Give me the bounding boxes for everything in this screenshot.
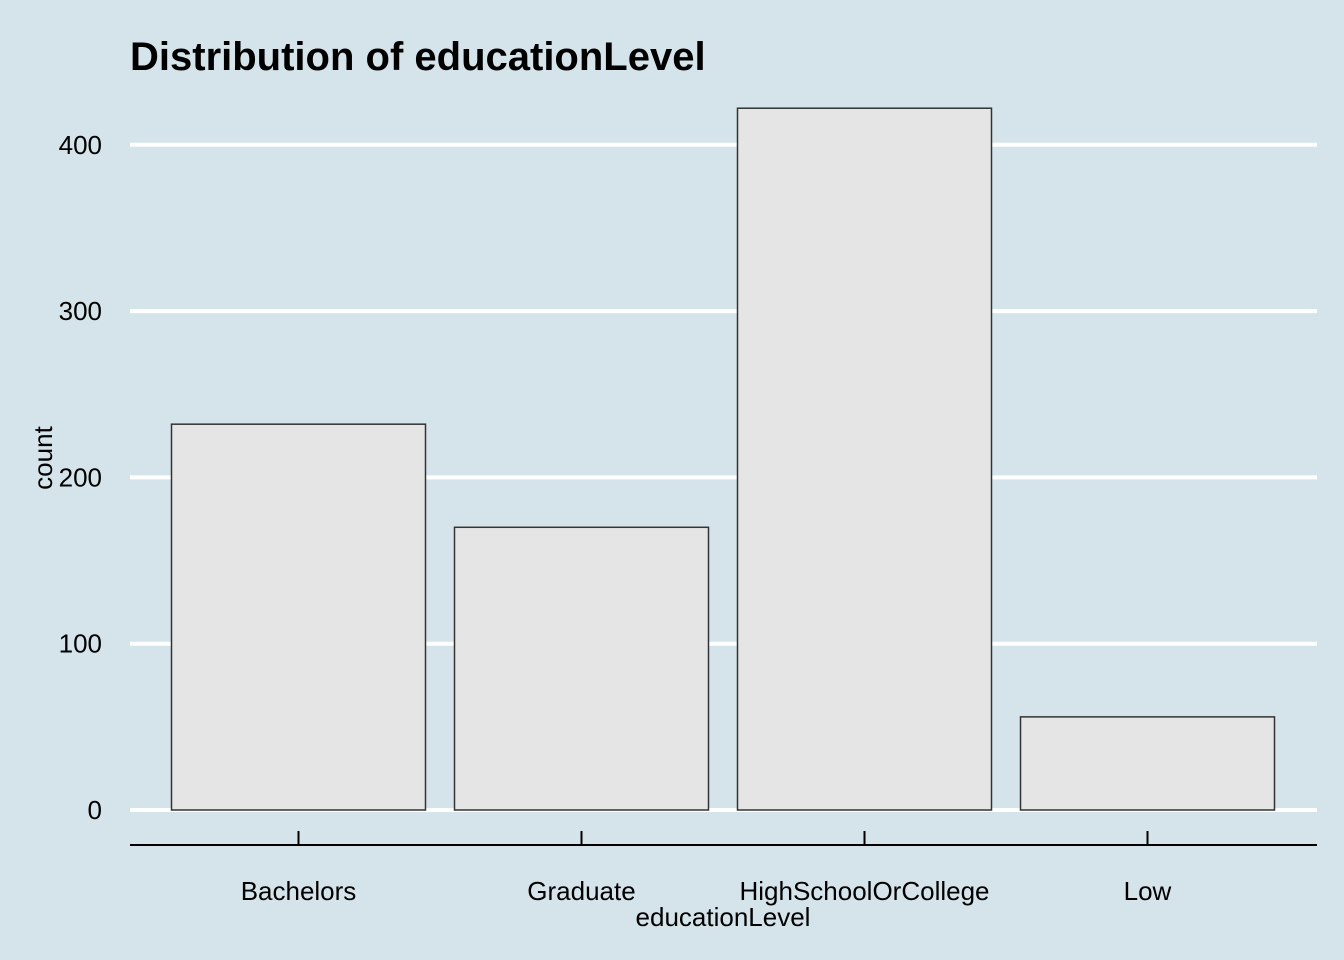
x-ticks — [297, 831, 1149, 845]
bar-low — [1019, 716, 1276, 811]
y-tick-label: 300 — [59, 296, 102, 326]
bar-highschoolorcollege — [736, 107, 993, 811]
x-tick-label: HighSchoolOrCollege — [739, 876, 989, 906]
y-tick-label: 200 — [59, 462, 102, 492]
bar-bachelors — [170, 423, 427, 811]
y-tick-label: 400 — [59, 130, 102, 160]
bars — [170, 107, 1276, 811]
x-tick-label: Bachelors — [241, 876, 357, 906]
x-axis-title: educationLevel — [636, 902, 811, 932]
x-tick-label: Graduate — [527, 876, 635, 906]
x-tick-label: Low — [1124, 876, 1172, 906]
chart-title: Distribution of educationLevel — [130, 35, 706, 79]
y-axis-title: count — [28, 425, 58, 489]
x-tick-labels: Bachelors Graduate HighSchoolOrCollege Low — [241, 876, 1172, 906]
y-tick-labels: 0 100 200 300 400 — [59, 130, 102, 825]
bar-graduate — [453, 526, 710, 811]
y-tick-label: 100 — [59, 629, 102, 659]
y-tick-label: 0 — [88, 795, 102, 825]
